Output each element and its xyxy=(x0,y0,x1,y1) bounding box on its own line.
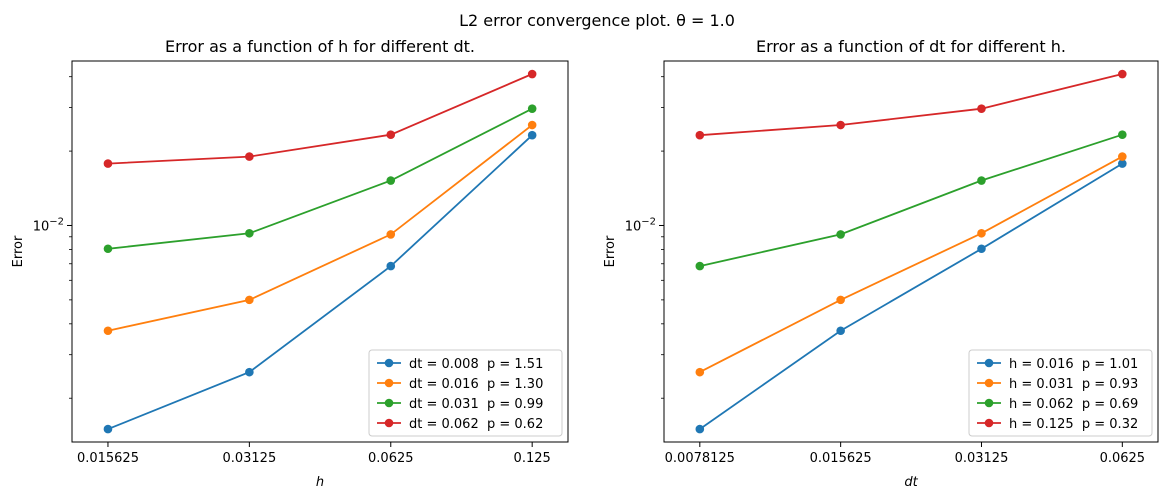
left-legend: dt = 0.008 p = 1.51 dt = 0.016 p = 1.30 dt… xyxy=(368,349,563,437)
left-x-axis-label: h xyxy=(316,475,324,490)
right-series-4-point xyxy=(836,120,845,130)
right-series-4-point xyxy=(1118,69,1127,79)
left-series-4-point xyxy=(103,159,113,168)
right-x-tick-label: 0.0078125 xyxy=(665,451,735,466)
left-series-1-point xyxy=(245,367,254,377)
left-series-3-point xyxy=(103,244,113,254)
right-legend-label: h = 0.125 p = 0.32 xyxy=(1009,417,1138,432)
right-legend-label: h = 0.062 p = 0.69 xyxy=(1009,397,1138,412)
left-series-3-point xyxy=(527,104,537,113)
right-x-tick-label: 0.015625 xyxy=(810,451,872,466)
left-series-3-point xyxy=(386,176,396,185)
left-series-3-point xyxy=(245,228,254,238)
left-x-tick-label: 0.03125 xyxy=(222,451,276,466)
right-series-4-point xyxy=(977,104,986,113)
left-series-1-point xyxy=(386,261,396,271)
left-series-2-point xyxy=(245,295,254,305)
left-legend-marker xyxy=(384,358,394,368)
right-y-axis-label: Error xyxy=(603,235,618,267)
right-series-3-point xyxy=(836,230,845,239)
right-series-1-point xyxy=(977,244,986,254)
left-legend-marker xyxy=(384,398,394,408)
left-y-tick-label: 10−2 xyxy=(33,216,64,234)
left-series-1-point xyxy=(527,130,537,140)
left-subplot-title: Error as a function of h for different d… xyxy=(165,37,475,56)
right-series-2-point xyxy=(977,228,986,238)
right-legend-marker xyxy=(984,358,994,368)
right-plot-area: 0.0078125 0.015625 0.03125 0.0625 10−2 dt Erro… xyxy=(603,60,1159,490)
right-series-line-2 xyxy=(699,155,1123,373)
right-series-1-point xyxy=(695,424,705,434)
right-y-tick-label: 10−2 xyxy=(625,216,656,234)
left-subplot: Error as a function of h for different d… xyxy=(11,37,569,490)
left-series-2-point xyxy=(386,230,396,239)
right-legend-label: h = 0.016 p = 1.01 xyxy=(1009,357,1138,372)
right-x-tick-label: 0.03125 xyxy=(955,451,1009,466)
left-legend-box xyxy=(368,349,563,437)
figure-suptitle: L2 error convergence plot. θ = 1.0 xyxy=(459,11,735,30)
left-plot-area: 0.015625 0.03125 0.0625 0.125 10−2 h Error dt =… xyxy=(11,60,569,490)
left-series-2-point xyxy=(103,326,113,336)
left-x-tick-label: 0.125 xyxy=(514,451,551,466)
left-legend-label: dt = 0.062 p = 0.62 xyxy=(409,417,543,432)
right-legend-marker xyxy=(984,398,994,408)
left-legend-label: dt = 0.008 p = 1.51 xyxy=(409,357,543,372)
right-series-line-4 xyxy=(699,73,1123,137)
right-series-3-point xyxy=(977,176,986,185)
right-series-1-point xyxy=(836,326,845,336)
left-x-tick-label: 0.015625 xyxy=(77,451,139,466)
right-series-3-point xyxy=(695,261,705,271)
right-legend-marker xyxy=(984,418,994,428)
left-series-2-point xyxy=(527,120,537,130)
right-series-1-point xyxy=(1118,159,1127,168)
right-series-4-point xyxy=(695,130,705,140)
right-legend-box xyxy=(968,349,1153,437)
right-series-2-point xyxy=(836,295,845,305)
left-series-4-point xyxy=(245,152,254,161)
right-x-axis-label: dt xyxy=(904,475,918,490)
right-subplot: Error as a function of dt for different … xyxy=(603,37,1159,490)
right-legend: h = 0.016 p = 1.01 h = 0.031 p = 0.93 h = … xyxy=(968,349,1153,437)
left-series-1-point xyxy=(103,424,113,434)
right-series-line-1 xyxy=(699,162,1123,430)
right-series-line-3 xyxy=(699,133,1123,267)
left-series-line-1 xyxy=(107,134,533,430)
left-series-4-point xyxy=(527,69,537,79)
right-legend-marker xyxy=(984,378,994,388)
right-subplot-title: Error as a function of dt for different … xyxy=(756,37,1066,56)
right-x-tick-label: 0.0625 xyxy=(1100,451,1146,466)
left-series-line-4 xyxy=(107,73,533,165)
right-series-3-point xyxy=(1118,130,1127,139)
left-x-tick-label: 0.0625 xyxy=(368,451,414,466)
right-series-2-point xyxy=(1118,152,1127,161)
left-series-line-3 xyxy=(107,107,533,250)
left-y-axis-label: Error xyxy=(11,235,26,267)
right-series-2-point xyxy=(695,367,705,377)
left-legend-label: dt = 0.016 p = 1.30 xyxy=(409,377,543,392)
right-legend-label: h = 0.031 p = 0.93 xyxy=(1009,377,1138,392)
left-legend-marker xyxy=(384,418,394,428)
right-axes-frame xyxy=(663,60,1159,443)
left-legend-label: dt = 0.031 p = 0.99 xyxy=(409,397,543,412)
left-series-4-point xyxy=(386,130,396,139)
left-series-line-2 xyxy=(107,124,533,332)
left-axes-frame xyxy=(71,60,569,443)
left-legend-marker xyxy=(384,378,394,388)
